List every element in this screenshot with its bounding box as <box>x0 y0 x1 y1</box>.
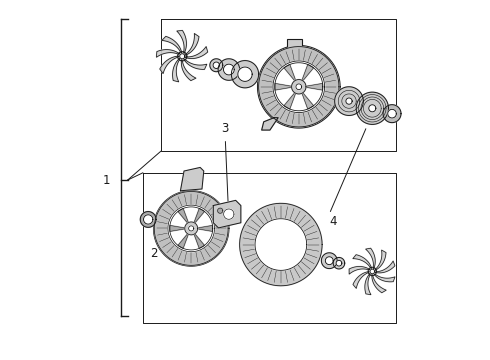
Polygon shape <box>284 92 296 109</box>
Polygon shape <box>223 64 234 75</box>
Polygon shape <box>181 60 196 81</box>
Polygon shape <box>177 51 187 61</box>
FancyBboxPatch shape <box>288 39 302 48</box>
Polygon shape <box>186 33 199 55</box>
Polygon shape <box>374 274 395 282</box>
Polygon shape <box>194 233 204 248</box>
Polygon shape <box>353 255 371 268</box>
Polygon shape <box>375 250 386 270</box>
Text: 1: 1 <box>102 174 110 186</box>
Polygon shape <box>231 60 259 88</box>
Polygon shape <box>168 205 215 252</box>
Polygon shape <box>144 215 153 224</box>
Polygon shape <box>305 84 322 90</box>
Polygon shape <box>170 207 213 250</box>
Polygon shape <box>296 84 302 90</box>
Polygon shape <box>366 248 375 268</box>
Polygon shape <box>213 62 220 68</box>
Polygon shape <box>255 219 307 270</box>
Polygon shape <box>154 192 228 265</box>
Polygon shape <box>292 80 306 94</box>
Polygon shape <box>372 275 386 293</box>
Polygon shape <box>162 36 182 53</box>
Polygon shape <box>258 45 340 128</box>
Polygon shape <box>376 261 395 273</box>
Polygon shape <box>275 84 293 90</box>
Polygon shape <box>218 208 223 213</box>
Polygon shape <box>240 203 322 286</box>
Polygon shape <box>262 118 278 130</box>
Polygon shape <box>178 208 189 224</box>
Polygon shape <box>153 191 229 266</box>
Polygon shape <box>213 201 241 228</box>
Polygon shape <box>194 208 204 224</box>
Polygon shape <box>160 56 178 73</box>
Text: 4: 4 <box>329 215 337 228</box>
Polygon shape <box>346 98 352 104</box>
Polygon shape <box>189 226 194 231</box>
Polygon shape <box>284 64 296 82</box>
Polygon shape <box>177 31 187 53</box>
Polygon shape <box>333 257 344 269</box>
Text: 2: 2 <box>150 247 157 260</box>
Polygon shape <box>178 233 189 248</box>
Polygon shape <box>218 59 240 80</box>
Polygon shape <box>368 267 376 276</box>
Polygon shape <box>223 209 234 219</box>
Polygon shape <box>301 92 314 109</box>
Polygon shape <box>196 225 213 231</box>
Polygon shape <box>388 109 396 118</box>
Polygon shape <box>172 59 180 82</box>
Polygon shape <box>301 64 314 82</box>
Polygon shape <box>186 46 208 59</box>
Polygon shape <box>156 50 179 57</box>
Polygon shape <box>170 225 186 231</box>
Polygon shape <box>275 63 323 111</box>
Polygon shape <box>369 105 376 112</box>
Polygon shape <box>383 105 401 123</box>
Polygon shape <box>321 253 337 269</box>
Polygon shape <box>356 92 389 125</box>
Polygon shape <box>259 46 339 127</box>
Polygon shape <box>365 274 371 295</box>
Polygon shape <box>325 257 333 265</box>
Polygon shape <box>336 260 342 266</box>
Polygon shape <box>180 167 204 191</box>
Polygon shape <box>370 269 375 274</box>
Polygon shape <box>185 222 197 235</box>
Polygon shape <box>140 212 156 227</box>
Polygon shape <box>210 59 223 72</box>
Polygon shape <box>335 87 364 116</box>
Polygon shape <box>238 67 252 81</box>
Polygon shape <box>273 61 324 113</box>
Text: 3: 3 <box>221 122 229 135</box>
Polygon shape <box>184 59 207 69</box>
Polygon shape <box>353 271 369 288</box>
Polygon shape <box>180 54 185 59</box>
Polygon shape <box>349 266 369 274</box>
